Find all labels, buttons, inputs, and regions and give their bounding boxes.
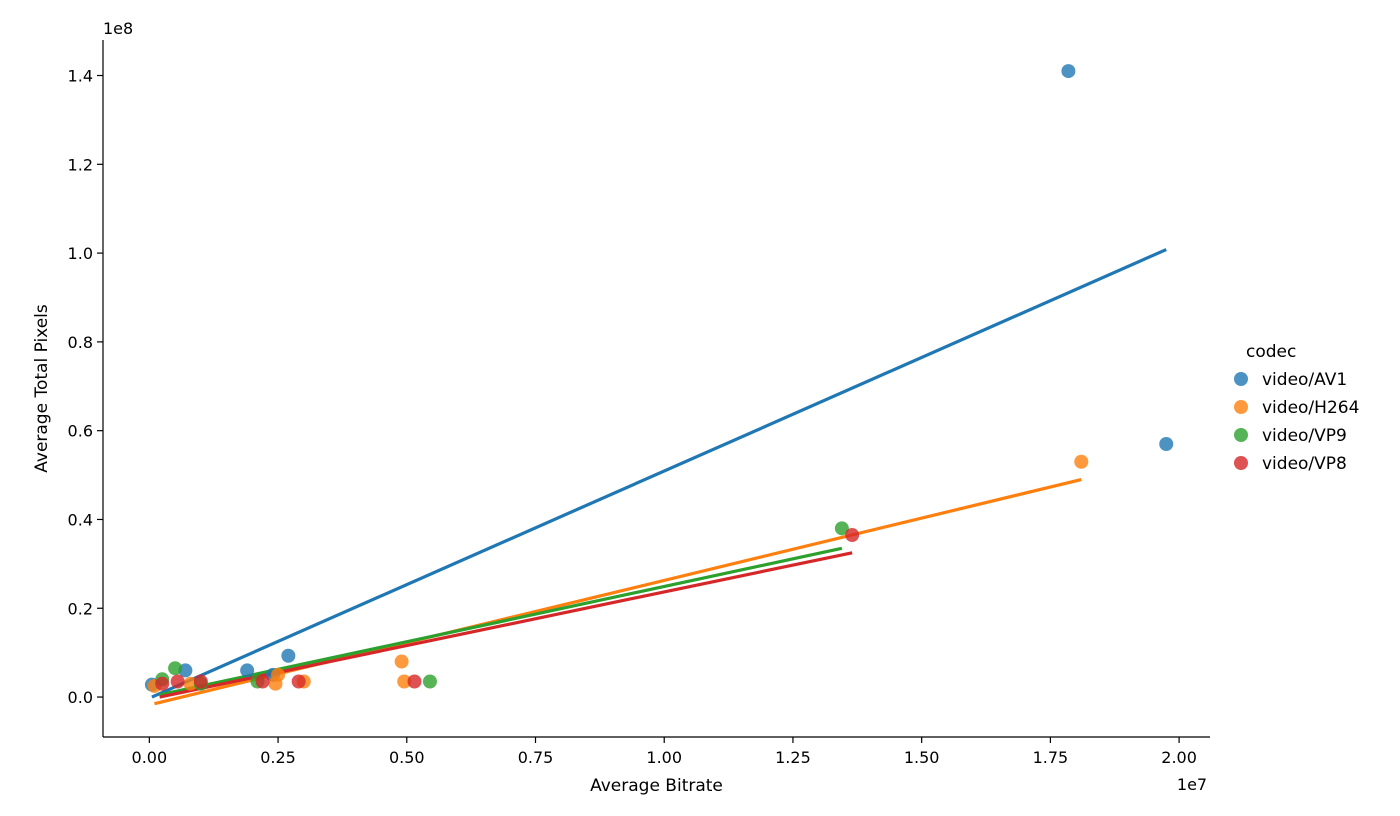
legend-marker	[1234, 372, 1248, 386]
x-tick-label: 1.25	[775, 748, 811, 767]
y-ticks: 0.0 0.2 0.4 0.6 0.8 1.0 1.2 1.4	[68, 67, 103, 707]
y-tick-label: 0.8	[68, 333, 93, 352]
x-tick-label: 0.75	[518, 748, 554, 767]
legend-marker	[1234, 400, 1248, 414]
data-point-video-vp8	[845, 528, 860, 543]
plot-area	[144, 64, 1174, 706]
y-axis-offset-label: 1e8	[103, 19, 133, 38]
x-tick-label: 0.00	[132, 748, 168, 767]
y-axis-label: Average Total Pixels	[32, 304, 52, 473]
x-tick-label: 1.75	[1033, 748, 1069, 767]
x-tick-label: 1.00	[646, 748, 682, 767]
data-point-video-vp8	[291, 674, 306, 689]
x-ticks: 0.00 0.25 0.50 0.75 1.00 1.25 1.50 1.75 2.00	[132, 737, 1197, 767]
data-point-video-vp8	[170, 674, 185, 689]
data-point-video-vp8	[193, 674, 208, 689]
x-axis-offset-label: 1e7	[1177, 775, 1207, 794]
data-point-video-h264	[1074, 454, 1089, 469]
data-point-video-av1	[1159, 436, 1174, 451]
legend-title: codec	[1246, 342, 1296, 362]
axes: 0.00 0.25 0.50 0.75 1.00 1.25 1.50 1.75 2.00 0.0…	[68, 40, 1210, 767]
data-point-video-av1	[281, 648, 296, 663]
x-tick-label: 0.50	[389, 748, 425, 767]
data-point-video-h264	[397, 674, 412, 689]
y-tick-label: 0.4	[68, 510, 93, 529]
legend-entry-label: video/VP9	[1262, 426, 1347, 446]
x-tick-label: 1.50	[904, 748, 940, 767]
data-point-video-vp9	[834, 521, 849, 536]
data-point-video-vp8	[407, 674, 422, 689]
y-tick-label: 1.4	[68, 67, 93, 86]
legend-entry-label: video/AV1	[1262, 370, 1347, 390]
data-point-video-vp9	[422, 674, 437, 689]
legend: codec video/AV1 video/H264 video/VP9 video/…	[1234, 342, 1359, 474]
data-point-video-av1	[240, 663, 255, 678]
legend-marker	[1234, 456, 1248, 470]
regression-line-video-vp9	[159, 546, 843, 697]
y-tick-label: 0.2	[68, 599, 93, 618]
data-point-video-vp8	[155, 676, 170, 691]
data-point-video-vp9	[168, 661, 183, 676]
x-tick-label: 2.00	[1161, 748, 1197, 767]
x-axis-label: Average Bitrate	[590, 776, 723, 796]
data-point-video-vp8	[255, 674, 270, 689]
legend-marker	[1234, 428, 1248, 442]
data-point-video-h264	[394, 654, 409, 669]
legend-entry-label: video/H264	[1262, 398, 1359, 418]
data-point-video-h264	[271, 667, 286, 682]
regression-line-video-av1	[151, 248, 1167, 699]
y-tick-label: 1.0	[68, 244, 93, 263]
y-tick-label: 0.6	[68, 422, 93, 441]
data-point-video-av1	[1061, 64, 1076, 79]
legend-entry-label: video/VP8	[1262, 454, 1347, 474]
y-tick-label: 1.2	[68, 155, 93, 174]
y-tick-label: 0.0	[68, 688, 93, 707]
x-tick-label: 0.25	[260, 748, 296, 767]
